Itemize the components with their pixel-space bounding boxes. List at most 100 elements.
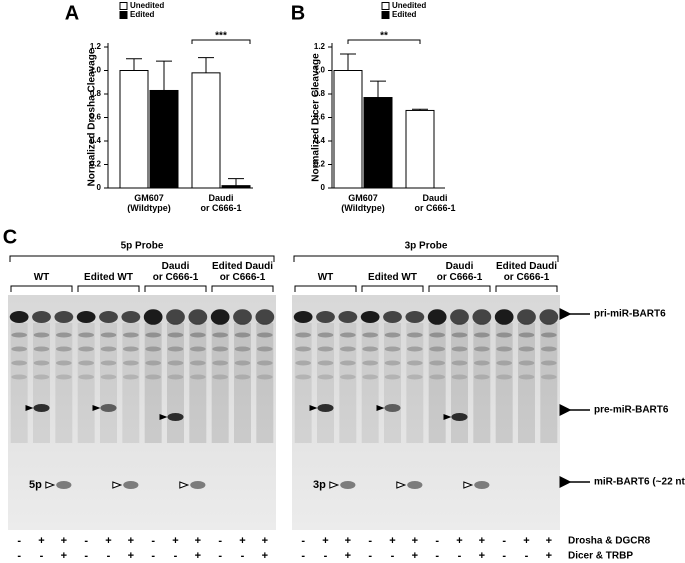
treatment-sign: + <box>412 550 418 562</box>
y-axis-label: Normalized Dicer Cleavage <box>311 53 322 182</box>
panel-label: B <box>291 2 305 24</box>
gel-band <box>407 374 423 380</box>
gel-band <box>99 311 118 323</box>
significance-label: *** <box>215 31 227 42</box>
treatment-label: Drosha & DGCR8 <box>568 536 651 547</box>
y-tick-label: 0.2 <box>90 160 102 169</box>
treatment-sign: + <box>128 550 134 562</box>
band-arrowhead <box>376 405 385 411</box>
significance-label: ** <box>380 31 388 42</box>
gel-band <box>190 374 206 380</box>
error-bar <box>370 80 386 98</box>
gel-band <box>123 374 139 380</box>
legend-label: Unedited <box>392 1 426 10</box>
bar <box>191 72 221 189</box>
bar <box>149 89 179 189</box>
group-bracket <box>211 285 274 292</box>
gel-band <box>145 332 161 338</box>
gel-band <box>123 346 139 352</box>
gel-band <box>257 332 273 338</box>
treatment-sign: - <box>107 550 111 562</box>
probe-title: 3p Probe <box>405 241 448 252</box>
gel-band <box>145 360 161 366</box>
gel-smear <box>294 323 312 443</box>
legend-swatch <box>119 11 128 19</box>
gel-band <box>33 346 50 352</box>
legend-swatch <box>119 2 128 10</box>
gel-smear <box>451 323 468 443</box>
gel-band <box>451 413 468 421</box>
treatment-sign: - <box>218 535 222 547</box>
gel-band <box>340 346 356 352</box>
gel-image <box>292 295 560 530</box>
treatment-sign: + <box>345 550 351 562</box>
bar <box>363 97 393 189</box>
treatment-sign: + <box>38 535 44 547</box>
treatment-sign: + <box>546 535 552 547</box>
probe-bracket <box>9 255 275 262</box>
gel-band <box>362 374 378 380</box>
gel-band <box>78 346 94 352</box>
gel-smear <box>518 323 535 443</box>
gel-band <box>429 346 445 352</box>
gel-band <box>11 374 27 380</box>
treatment-sign: + <box>345 535 351 547</box>
treatment-sign: + <box>262 550 268 562</box>
treatment-sign: + <box>456 535 462 547</box>
gel-band <box>56 360 72 366</box>
gel-band <box>429 332 445 338</box>
bar <box>405 109 435 189</box>
gel-smear <box>211 323 229 443</box>
treatment-sign: - <box>17 535 21 547</box>
gel-band <box>496 360 512 366</box>
gel-band <box>518 374 535 380</box>
y-tick-label: 0.8 <box>314 89 326 98</box>
gel-band <box>167 360 184 366</box>
gel-smear <box>167 323 184 443</box>
gel-band <box>384 374 401 380</box>
band-label: pre-miR-BART6 <box>594 405 669 416</box>
gel-band <box>212 360 228 366</box>
gel-band <box>494 309 514 325</box>
x-tick-label: GM607 (Wildtype) <box>341 193 385 213</box>
band-label: pri-miR-BART6 <box>594 309 666 320</box>
treatment-sign: + <box>195 550 201 562</box>
treatment-sign: - <box>174 550 178 562</box>
gel-band <box>255 309 275 325</box>
band-arrowhead <box>309 405 318 411</box>
treatment-sign: + <box>523 535 529 547</box>
gel-band <box>123 360 139 366</box>
gel-band <box>100 374 117 380</box>
gel-band <box>496 346 512 352</box>
gel-band <box>407 360 423 366</box>
group-bracket <box>294 285 357 292</box>
y-tick-label: 1.2 <box>314 42 326 51</box>
gel-band <box>474 481 490 489</box>
y-axis-label: Normalized Drosha Cleavage <box>87 48 98 186</box>
legend-swatch <box>381 2 390 10</box>
gel-band <box>190 481 206 489</box>
treatment-sign: + <box>262 535 268 547</box>
gel-band <box>11 346 27 352</box>
group-bracket <box>361 285 424 292</box>
gel-band <box>384 332 401 338</box>
gel-band <box>190 360 206 366</box>
gel-band <box>384 404 401 412</box>
band-arrowhead <box>443 414 452 420</box>
y-tick-label: 0.6 <box>314 113 326 122</box>
legend-label: Edited <box>392 10 417 19</box>
gel-band <box>33 404 50 412</box>
gel-band <box>474 332 490 338</box>
gel-band <box>451 360 468 366</box>
gel-band <box>407 481 423 489</box>
y-tick-label: 0.6 <box>90 113 102 122</box>
gel-band <box>541 360 557 366</box>
gel-band <box>234 360 251 366</box>
error-bar <box>156 60 172 91</box>
gel-band <box>429 374 445 380</box>
lane-group-label: Edited Daudi or C666-1 <box>211 261 274 283</box>
band-arrowhead-open <box>112 481 123 489</box>
gel-band <box>33 360 50 366</box>
gel-band <box>383 311 402 323</box>
